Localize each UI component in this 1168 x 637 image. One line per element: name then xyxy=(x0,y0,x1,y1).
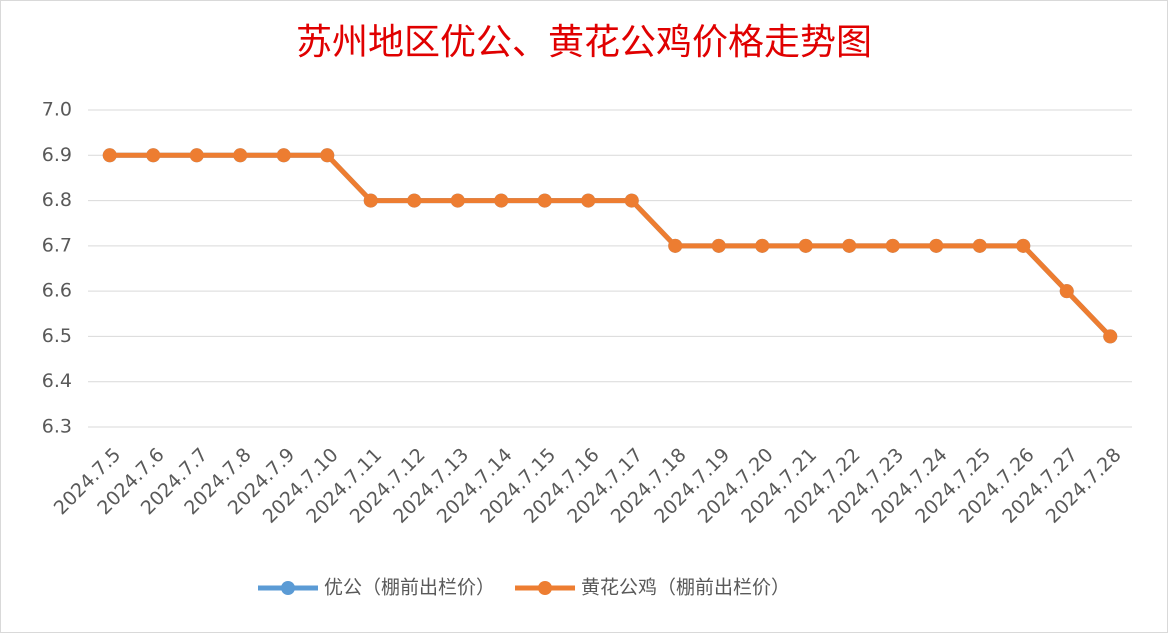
data-point xyxy=(1059,284,1074,299)
data-point xyxy=(929,238,944,253)
data-point xyxy=(842,238,857,253)
y-tick-label: 6.5 xyxy=(42,325,72,347)
series-line xyxy=(109,152,1113,339)
data-point xyxy=(885,238,900,253)
legend-marker xyxy=(538,581,553,595)
data-point xyxy=(233,148,248,163)
legend-marker xyxy=(281,581,295,595)
data-point xyxy=(624,193,639,208)
data-point xyxy=(407,193,422,208)
data-point xyxy=(146,148,161,163)
data-point xyxy=(276,148,291,163)
y-tick-label: 6.9 xyxy=(42,144,72,166)
data-point xyxy=(668,238,683,253)
y-tick-label: 6.3 xyxy=(42,416,72,438)
data-point xyxy=(363,193,378,208)
data-point xyxy=(711,238,726,253)
data-point xyxy=(320,148,335,163)
data-point xyxy=(972,238,987,253)
y-tick-label: 6.4 xyxy=(42,370,72,392)
data-point xyxy=(494,193,509,208)
data-point xyxy=(755,238,770,253)
legend-label: 黄花公鸡（棚前出栏价） xyxy=(581,577,790,599)
y-tick-label: 6.7 xyxy=(42,234,72,256)
y-tick-label: 6.8 xyxy=(42,189,72,211)
data-point xyxy=(581,193,596,208)
chart-title: 苏州地区优公、黄花公鸡价格走势图 xyxy=(296,22,872,63)
legend-label: 优公（棚前出栏价） xyxy=(324,577,495,599)
data-point xyxy=(1016,238,1031,253)
data-point xyxy=(450,193,465,208)
y-tick-label: 6.6 xyxy=(42,280,72,302)
data-point xyxy=(102,148,117,163)
data-point xyxy=(798,238,813,253)
data-point xyxy=(1103,329,1118,344)
data-point xyxy=(537,193,552,208)
y-tick-label: 7.0 xyxy=(42,99,72,121)
data-point xyxy=(189,148,204,163)
